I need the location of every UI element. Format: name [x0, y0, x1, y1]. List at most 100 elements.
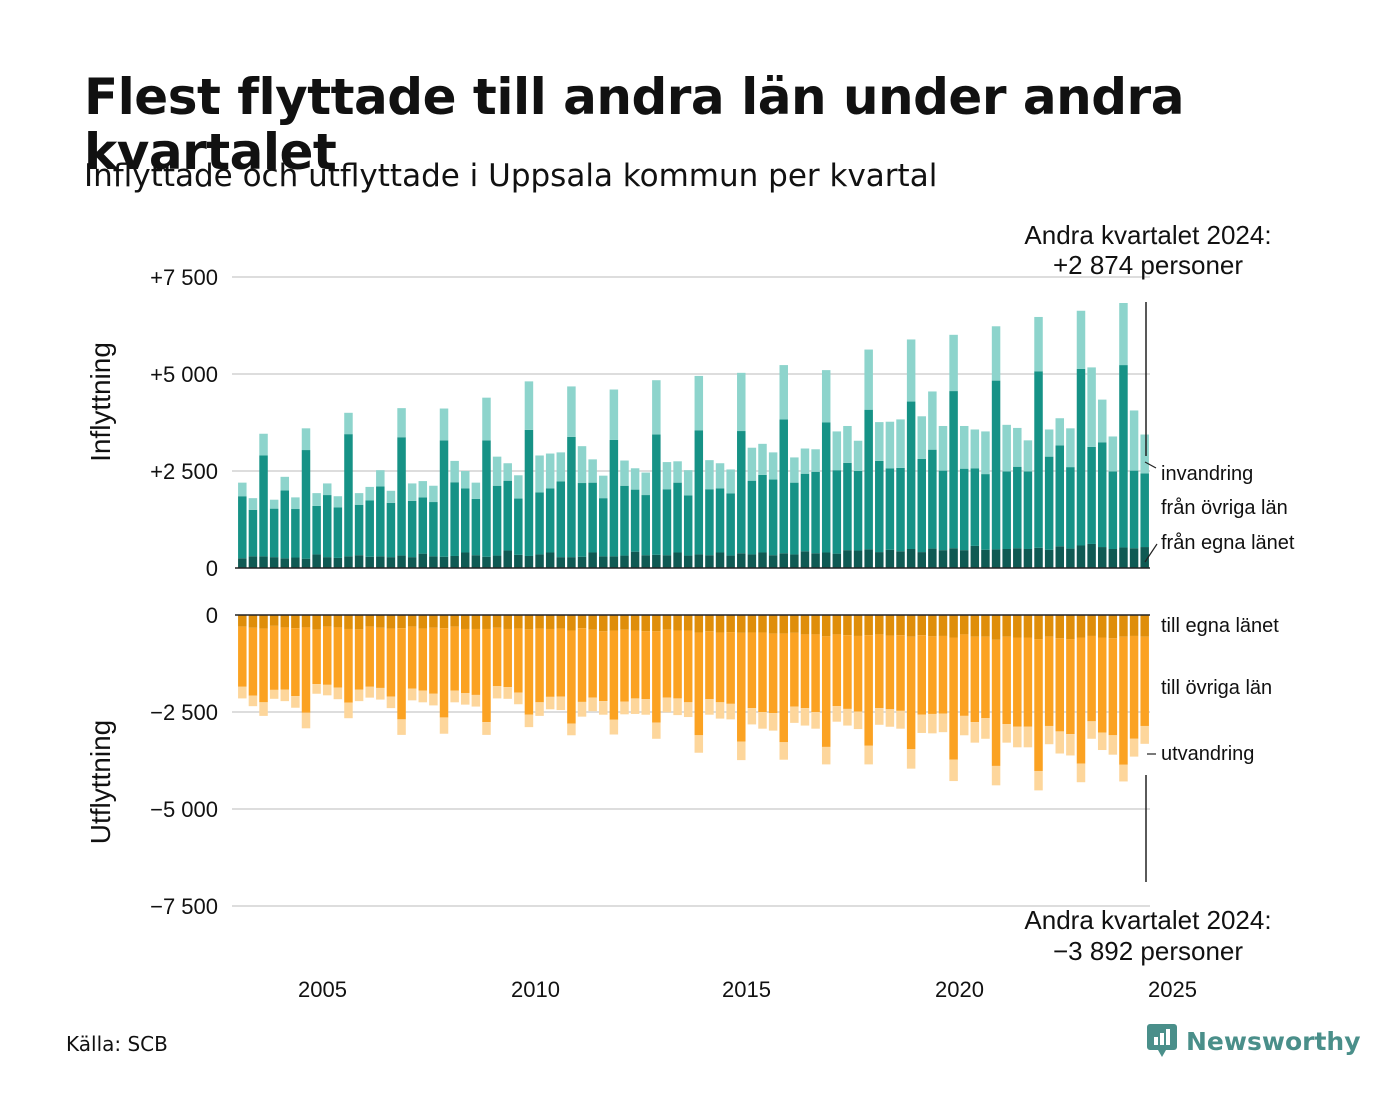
bar-out-ovriga-lan [1055, 638, 1065, 732]
bar-in-ovriga-lan [875, 460, 884, 553]
bar-in-egna-lanet [365, 556, 374, 568]
bar-out-ovriga-lan [588, 629, 597, 698]
bar-in-ovriga-lan [715, 488, 725, 553]
bar-in-invandring [354, 493, 364, 505]
bar-in-ovriga-lan [768, 479, 778, 556]
newsworthy-logo-icon [1147, 1024, 1177, 1057]
bar-out-utvandring [1140, 725, 1149, 744]
bar-in-ovriga-lan [238, 496, 247, 559]
bar-in-invandring [726, 469, 735, 494]
bar-in-ovriga-lan [1034, 371, 1043, 548]
bar-in-invandring [662, 462, 672, 490]
bar-in-invandring [535, 455, 544, 493]
bar-out-ovriga-lan [715, 632, 725, 703]
bar-out-egna-lanet [768, 615, 778, 634]
bar-out-ovriga-lan [1108, 638, 1118, 736]
bar-in-egna-lanet [514, 554, 523, 568]
bar-out-egna-lanet [1055, 615, 1065, 639]
bar-out-ovriga-lan [1076, 637, 1086, 764]
bar-out-ovriga-lan [811, 634, 820, 712]
bar-in-invandring [524, 381, 534, 430]
y-tick-label-bottom: −2 500 [150, 700, 218, 725]
bar-out-ovriga-lan [1023, 637, 1033, 727]
bar-out-egna-lanet [1119, 615, 1128, 637]
chart-subtitle: Inflyttade och utflyttade i Uppsala komm… [84, 158, 938, 194]
bar-in-ovriga-lan [906, 401, 916, 549]
bar-in-invandring [673, 461, 682, 483]
bar-out-ovriga-lan [832, 634, 842, 707]
bar-in-egna-lanet [386, 557, 396, 568]
bar-out-ovriga-lan [758, 632, 767, 712]
bar-in-egna-lanet [259, 556, 268, 568]
bar-out-egna-lanet [853, 615, 863, 636]
bar-in-ovriga-lan [917, 458, 926, 553]
bar-out-utvandring [705, 699, 714, 715]
bar-out-utvandring [545, 696, 555, 710]
legend-leader [1144, 543, 1158, 563]
bar-in-egna-lanet [821, 552, 831, 568]
bar-out-egna-lanet [906, 615, 916, 637]
bar-in-ovriga-lan [885, 468, 895, 550]
bar-out-ovriga-lan [577, 628, 587, 702]
bar-in-egna-lanet [1076, 545, 1086, 568]
bar-out-ovriga-lan [864, 635, 873, 746]
bar-out-utvandring [1087, 721, 1096, 739]
bar-in-egna-lanet [1066, 548, 1075, 568]
bar-out-egna-lanet [471, 615, 481, 629]
bar-out-ovriga-lan [1066, 639, 1075, 735]
bar-out-ovriga-lan [1034, 639, 1043, 771]
bar-in-ovriga-lan [301, 450, 311, 559]
bar-in-egna-lanet [949, 548, 958, 568]
bar-out-utvandring [747, 708, 757, 725]
bar-in-ovriga-lan [737, 431, 746, 554]
bar-out-utvandring [959, 715, 969, 736]
bar-in-invandring [928, 391, 937, 450]
bar-in-egna-lanet [312, 554, 321, 568]
bar-in-egna-lanet [577, 556, 587, 568]
bar-out-egna-lanet [291, 615, 300, 629]
bar-in-invandring [694, 375, 704, 431]
bar-in-invandring [609, 389, 619, 440]
bar-in-invandring [800, 448, 810, 474]
bar-in-invandring [1129, 410, 1139, 471]
bar-in-invandring [471, 482, 481, 499]
bar-in-ovriga-lan [1044, 456, 1054, 550]
bar-in-ovriga-lan [1087, 446, 1096, 544]
bar-in-egna-lanet [864, 549, 873, 568]
bar-out-utvandring [492, 686, 502, 699]
bar-out-ovriga-lan [301, 627, 311, 713]
bar-in-egna-lanet [843, 550, 852, 568]
bar-out-ovriga-lan [673, 630, 682, 699]
bar-out-utvandring [333, 687, 343, 700]
bar-out-utvandring [811, 712, 820, 729]
bar-in-egna-lanet [1044, 549, 1054, 568]
bar-in-egna-lanet [599, 556, 608, 568]
bar-in-invandring [280, 476, 290, 491]
bar-in-invandring [790, 457, 799, 483]
bar-in-egna-lanet [885, 549, 895, 568]
bar-out-egna-lanet [418, 615, 428, 629]
bar-in-egna-lanet [238, 558, 247, 568]
bar-in-egna-lanet [779, 553, 788, 568]
bar-in-egna-lanet [726, 555, 735, 568]
bar-out-egna-lanet [269, 615, 279, 626]
bar-out-utvandring [875, 708, 884, 725]
bar-in-egna-lanet [853, 550, 863, 568]
bar-out-ovriga-lan [694, 632, 704, 736]
bar-in-invandring [439, 408, 449, 441]
bar-out-ovriga-lan [503, 628, 512, 688]
bar-out-utvandring [1044, 725, 1054, 745]
bar-out-utvandring [694, 735, 704, 753]
bar-in-invandring [821, 370, 831, 423]
bar-out-utvandring [386, 696, 396, 709]
bar-in-invandring [832, 431, 842, 471]
bar-out-egna-lanet [280, 615, 290, 628]
bar-in-egna-lanet [928, 548, 937, 568]
bar-in-ovriga-lan [556, 481, 566, 558]
bar-in-ovriga-lan [1002, 471, 1011, 549]
annotation-bottom-line2: −3 892 personer [1053, 936, 1243, 966]
bar-out-egna-lanet [259, 615, 268, 629]
bar-in-egna-lanet [1129, 548, 1139, 568]
bar-out-egna-lanet [630, 615, 640, 631]
bar-out-egna-lanet [461, 615, 470, 629]
